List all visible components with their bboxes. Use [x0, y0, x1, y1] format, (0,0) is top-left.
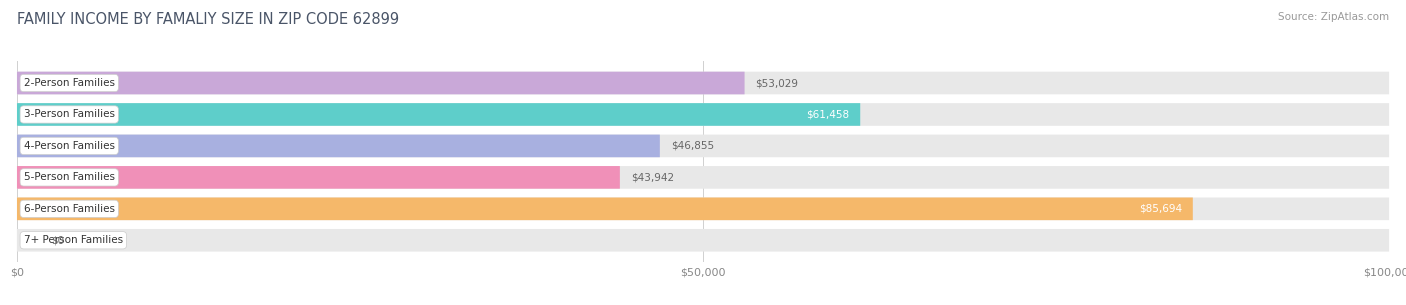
FancyBboxPatch shape [17, 198, 1192, 220]
Text: 3-Person Families: 3-Person Families [24, 109, 115, 120]
Text: $0: $0 [51, 235, 65, 245]
FancyBboxPatch shape [17, 166, 1389, 189]
FancyBboxPatch shape [17, 72, 1389, 94]
Text: FAMILY INCOME BY FAMALIY SIZE IN ZIP CODE 62899: FAMILY INCOME BY FAMALIY SIZE IN ZIP COD… [17, 12, 399, 27]
Text: $61,458: $61,458 [806, 109, 849, 120]
Text: 7+ Person Families: 7+ Person Families [24, 235, 122, 245]
FancyBboxPatch shape [17, 72, 745, 94]
Text: Source: ZipAtlas.com: Source: ZipAtlas.com [1278, 12, 1389, 22]
FancyBboxPatch shape [17, 135, 659, 157]
FancyBboxPatch shape [17, 135, 1389, 157]
Text: $53,029: $53,029 [755, 78, 799, 88]
Text: 2-Person Families: 2-Person Families [24, 78, 115, 88]
FancyBboxPatch shape [17, 166, 620, 189]
Text: $85,694: $85,694 [1139, 204, 1182, 214]
Text: $46,855: $46,855 [671, 141, 714, 151]
Text: $43,942: $43,942 [631, 172, 673, 182]
FancyBboxPatch shape [17, 103, 1389, 126]
FancyBboxPatch shape [17, 229, 1389, 252]
FancyBboxPatch shape [17, 198, 1389, 220]
Text: 4-Person Families: 4-Person Families [24, 141, 115, 151]
Text: 6-Person Families: 6-Person Families [24, 204, 115, 214]
Text: 5-Person Families: 5-Person Families [24, 172, 115, 182]
FancyBboxPatch shape [17, 103, 860, 126]
